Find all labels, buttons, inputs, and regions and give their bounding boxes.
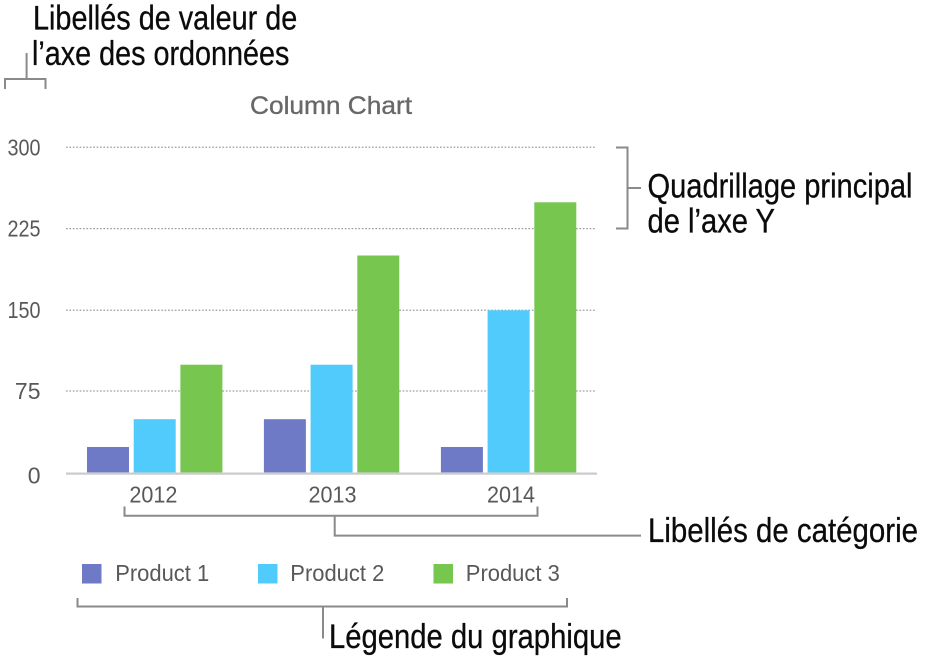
svg-text:l’axe des ordonnées: l’axe des ordonnées xyxy=(32,35,289,73)
svg-text:300: 300 xyxy=(8,134,41,160)
svg-text:Column Chart: Column Chart xyxy=(250,92,412,120)
svg-text:2012: 2012 xyxy=(129,481,177,507)
svg-text:2014: 2014 xyxy=(487,481,535,507)
svg-text:Libellés de catégorie: Libellés de catégorie xyxy=(648,512,918,550)
svg-text:2013: 2013 xyxy=(309,481,357,507)
svg-text:Libellés de valeur de: Libellés de valeur de xyxy=(33,0,297,37)
svg-text:225: 225 xyxy=(8,216,41,242)
svg-text:Légende du graphique: Légende du graphique xyxy=(329,618,622,656)
svg-text:Product 2: Product 2 xyxy=(290,560,384,586)
svg-text:Product 3: Product 3 xyxy=(466,560,560,586)
svg-text:Product 1: Product 1 xyxy=(115,560,209,586)
svg-text:de l’axe Y: de l’axe Y xyxy=(648,203,776,241)
svg-text:0: 0 xyxy=(28,462,41,488)
svg-text:75: 75 xyxy=(15,378,41,404)
svg-text:Quadrillage principal: Quadrillage principal xyxy=(648,168,913,206)
svg-text:150: 150 xyxy=(8,297,41,323)
